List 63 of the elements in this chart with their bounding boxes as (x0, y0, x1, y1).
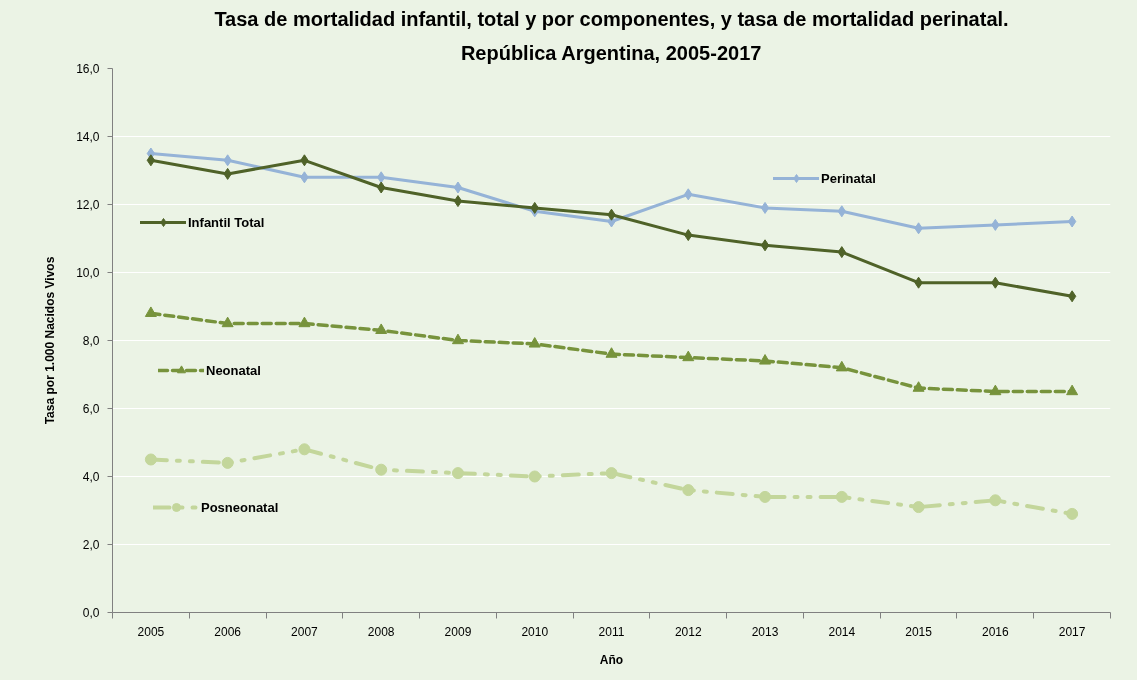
legend-label: Infantil Total (188, 214, 265, 230)
x-tick-label: 2007 (291, 624, 319, 639)
y-tick-label: 8,0 (82, 334, 100, 348)
point (1066, 507, 1079, 520)
point (528, 337, 541, 348)
point (760, 201, 770, 214)
point (1067, 215, 1077, 228)
point (912, 381, 925, 392)
point (298, 443, 311, 456)
point (453, 181, 463, 194)
point (912, 501, 925, 514)
point (835, 490, 848, 503)
x-tick-label: 2011 (598, 624, 625, 639)
point (453, 195, 463, 208)
chart-subtitle: República Argentina, 2005-2017 (460, 41, 762, 64)
x-tick-label: 2005 (137, 624, 165, 639)
y-tick-label: 10,0 (76, 266, 100, 280)
point (528, 470, 541, 483)
point (1067, 290, 1077, 303)
point (451, 467, 464, 480)
x-tick-label: 2010 (521, 624, 549, 639)
point (760, 239, 770, 252)
x-tick-label: 2013 (751, 624, 779, 639)
y-tick-label: 16,0 (76, 62, 100, 76)
point (682, 484, 695, 497)
x-axis-title: Año (599, 652, 624, 667)
point (682, 350, 695, 362)
point (375, 463, 388, 476)
x-tick-label: 2012 (674, 624, 702, 639)
point (989, 494, 1002, 507)
point (1066, 384, 1079, 396)
x-tick-label: 2016 (982, 624, 1010, 639)
point (375, 323, 388, 334)
point (221, 316, 234, 328)
point (144, 306, 157, 317)
y-axis-title: Tasa por 1.000 Nacidos Vivos (43, 256, 58, 425)
point (605, 467, 618, 480)
point (835, 360, 848, 372)
x-tick-label: 2006 (214, 624, 242, 639)
legend-label: Posneonatal (201, 499, 279, 515)
legend-label: Perinatal (821, 170, 876, 186)
y-tick-label: 0,0 (82, 606, 100, 620)
x-tick-label: 2014 (828, 624, 856, 639)
x-tick-label: 2009 (444, 624, 472, 639)
point (759, 490, 772, 503)
y-tick-label: 12,0 (76, 198, 100, 212)
x-tick-label: 2008 (367, 624, 395, 639)
point (605, 347, 618, 358)
x-tick-label: 2015 (905, 624, 933, 639)
point (451, 333, 464, 345)
point (759, 354, 772, 365)
x-tick-label: 2017 (1058, 624, 1086, 639)
point (989, 384, 1002, 396)
y-tick-label: 6,0 (82, 402, 100, 416)
y-tick-label: 2,0 (82, 538, 100, 552)
legend-label: Neonatal (206, 362, 261, 378)
y-tick-label: 14,0 (76, 130, 100, 144)
point (298, 316, 311, 328)
y-tick-label: 4,0 (82, 470, 100, 484)
chart-title: Tasa de mortalidad infantil, total y por componentes, y tasa de mortalidad perinatal. (214, 7, 1009, 30)
point (221, 456, 234, 469)
point (144, 453, 157, 466)
point (146, 154, 156, 167)
